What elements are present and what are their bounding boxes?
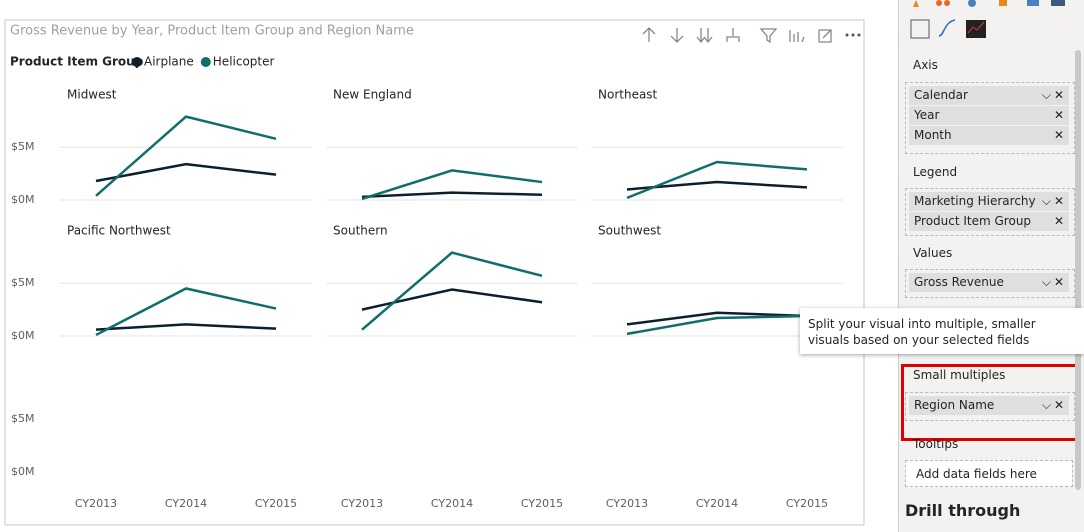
field-label: Gross Revenue: [914, 275, 1004, 289]
visual-icons: [910, 0, 1065, 39]
spotlight-icon[interactable]: [789, 30, 805, 43]
visual-frame: [4, 19, 865, 526]
field-label: Product Item Group: [914, 214, 1032, 228]
panel-title: Pacific Northwest: [67, 224, 171, 238]
drop-zone[interactable]: Add data fields here: [905, 460, 1073, 487]
series-line: [95, 162, 277, 183]
x-tick-label: CY2013: [75, 497, 117, 510]
panel-title: Northeast: [598, 88, 658, 102]
y-tick-label: $0M: [11, 193, 35, 206]
drill-up-icon[interactable]: [642, 27, 656, 42]
x-tick-label: CY2015: [255, 497, 297, 510]
series-line: [361, 251, 543, 331]
field[interactable]: Region Name ⌵ ✕: [909, 396, 1069, 415]
y-tick-label: $0M: [11, 465, 35, 478]
panel-title: Southern: [333, 224, 388, 238]
y-tick-label: $5M: [11, 276, 35, 289]
field-well: Calendar ⌵ ✕ Year ✕ Month ✕: [905, 82, 1075, 154]
series-line: [626, 314, 808, 336]
x-tick-label: CY2015: [521, 497, 563, 510]
section-title: Small multiples: [913, 368, 1006, 382]
section-title: Drill through: [905, 501, 1021, 520]
legend-label: Airplane: [144, 55, 194, 69]
legend-marker: [200, 57, 211, 67]
toolbar[interactable]: [642, 27, 832, 44]
focus-mode-icon[interactable]: [818, 29, 832, 43]
field[interactable]: Marketing Hierarchy ⌵ ✕: [909, 192, 1069, 211]
y-tick-label: $5M: [11, 412, 35, 425]
section-title: Tooltips: [913, 437, 959, 451]
field-label: Year: [914, 108, 940, 122]
panel-title: New England: [333, 88, 412, 102]
next-level-icon[interactable]: [696, 28, 713, 44]
series-line: [95, 115, 277, 197]
field-label: Month: [914, 128, 952, 142]
expand-icon[interactable]: [726, 28, 740, 42]
series-line: [361, 169, 543, 201]
field[interactable]: Year ✕: [909, 106, 1069, 125]
section-title: Legend: [913, 165, 958, 179]
field-label: Region Name: [914, 398, 995, 412]
legend-label: Helicopter: [213, 55, 275, 69]
panel-title: Midwest: [67, 88, 117, 102]
chart-title: Gross Revenue by Year, Product Item Grou…: [10, 24, 414, 39]
drill-down-icon[interactable]: [670, 28, 684, 43]
tooltip: Split your visual into multiple, smaller…: [800, 308, 1084, 354]
chart: Gross Revenue by Year, Product Item Grou…: [4, 19, 865, 526]
more-options[interactable]: [845, 33, 861, 37]
field[interactable]: Month ✕: [909, 126, 1069, 145]
field-well: Gross Revenue ⌵ ✕: [905, 269, 1075, 298]
field-well: Region Name ⌵ ✕: [905, 392, 1075, 421]
scrollbar[interactable]: [1075, 50, 1081, 490]
x-tick-label: CY2014: [431, 497, 473, 510]
field[interactable]: Product Item Group ✕: [909, 212, 1069, 231]
section-title: Values: [913, 246, 953, 260]
series-line: [95, 287, 277, 337]
field-label: Marketing Hierarchy: [914, 194, 1036, 208]
y-tick-label: $5M: [11, 140, 35, 153]
series-line: [95, 323, 277, 331]
fields-pane: Axis Calendar ⌵ ✕ Year ✕ Month ✕ Legend Mark…: [898, 0, 1084, 532]
field-label: Calendar: [914, 88, 968, 102]
legend-marker: [132, 57, 142, 67]
section-title: Axis: [913, 58, 938, 72]
field[interactable]: Gross Revenue ⌵ ✕: [909, 273, 1069, 292]
panel-title: Southwest: [598, 224, 661, 238]
x-tick-label: CY2014: [165, 497, 207, 510]
x-tick-label: CY2013: [606, 497, 648, 510]
series-line: [626, 160, 808, 200]
series-line: [626, 311, 808, 326]
x-tick-label: CY2013: [341, 497, 383, 510]
series-line: [361, 191, 543, 199]
y-tick-label: $0M: [11, 329, 35, 342]
x-tick-label: CY2015: [786, 497, 828, 510]
field[interactable]: Calendar ⌵ ✕: [909, 86, 1069, 105]
field-well: Marketing Hierarchy ⌵ ✕ Product Item Group…: [905, 188, 1075, 236]
filter-icon[interactable]: [759, 28, 778, 44]
x-tick-label: CY2014: [696, 497, 738, 510]
legend-title: Product Item Group: [10, 55, 144, 69]
